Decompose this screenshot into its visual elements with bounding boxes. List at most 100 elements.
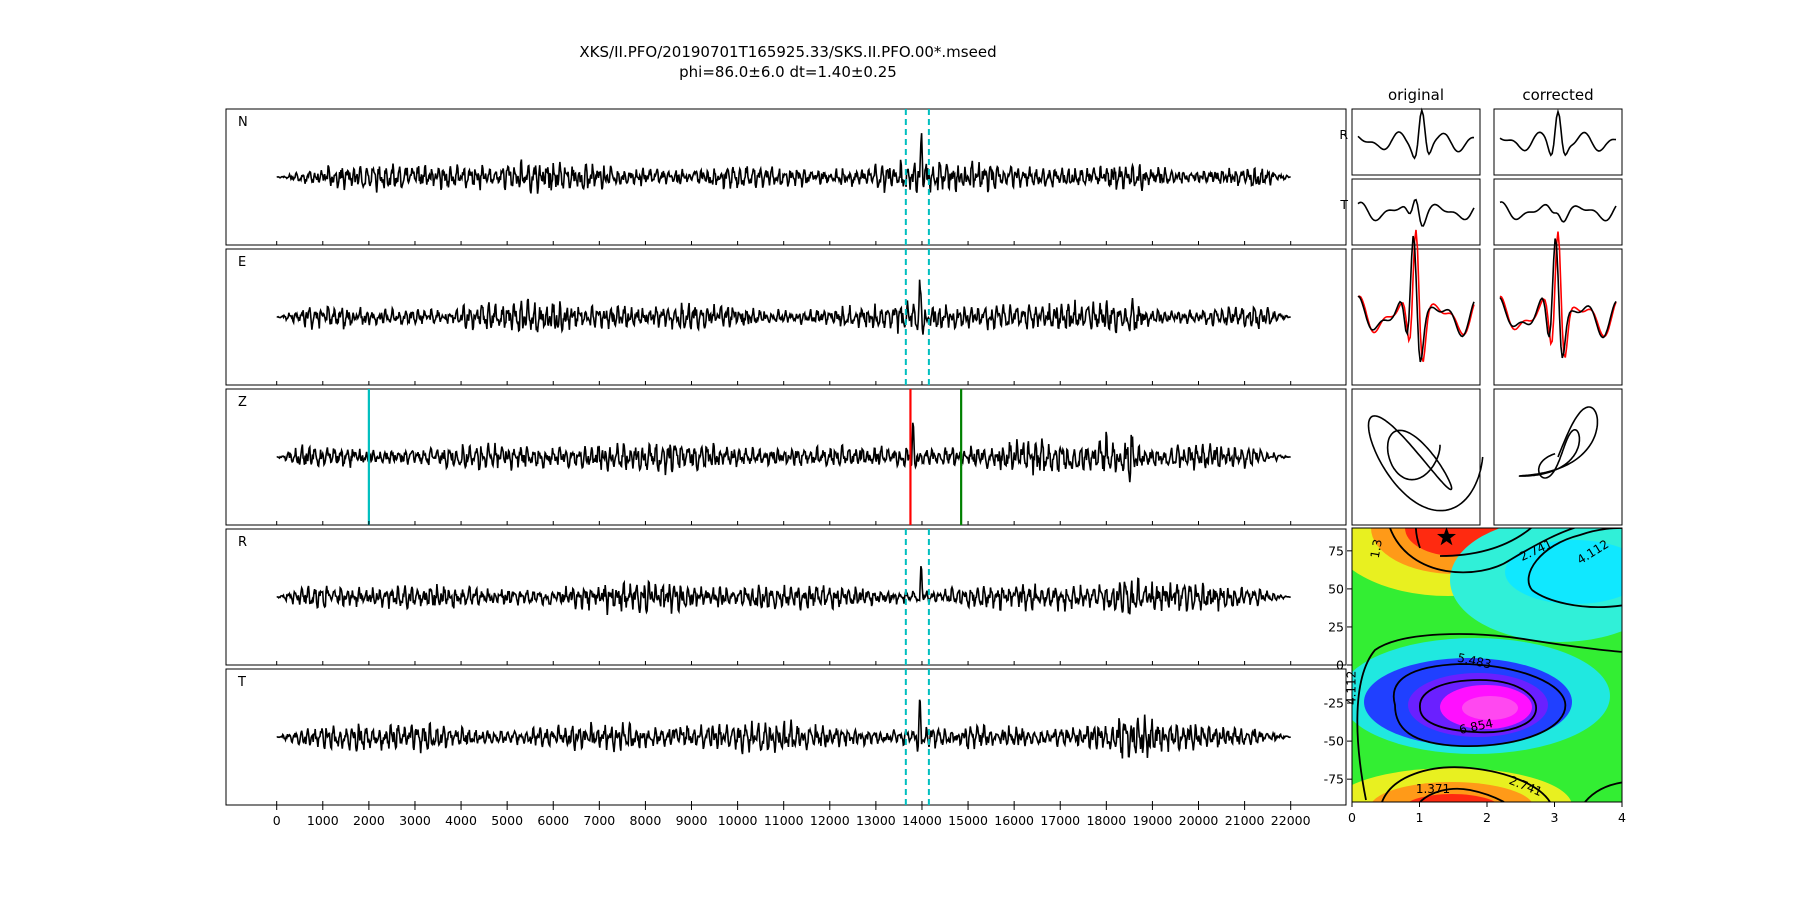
heat-y-tick-label: 50 xyxy=(1328,581,1344,596)
contour-line-8 xyxy=(1419,787,1505,802)
trace-channel-label: E xyxy=(238,255,246,270)
pm-panel xyxy=(1351,107,1481,176)
row-label: R xyxy=(1339,127,1348,142)
x-tick-label: 1000 xyxy=(307,813,339,828)
trace-channel-label: T xyxy=(237,675,246,690)
trace-panels: N E Z R T 0 1000 2000 3000 4000 5000 6000 7000 8000 90… xyxy=(225,108,1347,828)
contour-line-2 xyxy=(1389,528,1577,574)
waveform-r xyxy=(276,565,1291,616)
x-tick-label: 21000 xyxy=(1225,813,1265,828)
error-surface-axes: 0 1 2 3 4 75 50 25 0 -25 -50 -75 xyxy=(1324,543,1626,825)
x-tick-label: 3000 xyxy=(399,813,431,828)
contour-line-5 xyxy=(1392,663,1567,747)
error-surface-cyan-right-inner xyxy=(1505,540,1622,604)
error-surface-magenta-core xyxy=(1462,696,1518,720)
heat-y-tick-label: -75 xyxy=(1324,772,1344,787)
trace-channel-label: N xyxy=(238,115,248,130)
best-fit-star-icon xyxy=(1437,527,1456,546)
x-tick-label: 15000 xyxy=(948,813,988,828)
heat-y-tick-label: -25 xyxy=(1324,696,1344,711)
x-tick-label: 8000 xyxy=(630,813,662,828)
trace-channel-label: Z xyxy=(238,395,247,410)
contour-line-4 xyxy=(1356,633,1622,801)
contour-line-6 xyxy=(1419,679,1537,734)
heat-y-tick-label: 0 xyxy=(1336,658,1344,673)
contour-label: 1.3 xyxy=(1368,538,1385,559)
pm-frame xyxy=(1493,388,1623,526)
heat-x-tick-label: 2 xyxy=(1483,810,1491,825)
x-tick-label: 16000 xyxy=(994,813,1034,828)
waveform-t xyxy=(276,699,1291,759)
trace-panel-e: E xyxy=(225,248,1347,386)
pm-panel xyxy=(1493,231,1623,386)
trace-frame xyxy=(225,108,1347,246)
contour-label: 1.371 xyxy=(1416,782,1450,796)
trace-frame xyxy=(225,248,1347,386)
x-tick-label: 2000 xyxy=(353,813,385,828)
x-tick-label: 5000 xyxy=(491,813,523,828)
x-tick-label: 11000 xyxy=(764,813,804,828)
x-tick-label: 10000 xyxy=(718,813,758,828)
x-tick-label: 9000 xyxy=(676,813,708,828)
heat-x-tick-label: 0 xyxy=(1348,810,1356,825)
heat-x-tick-label: 4 xyxy=(1618,810,1626,825)
heat-y-tick-label: 25 xyxy=(1328,619,1344,634)
error-surface-yellow-bottom xyxy=(1352,768,1572,802)
trace-frame xyxy=(225,668,1347,806)
contour-line-9 xyxy=(1584,781,1622,802)
pm-panel xyxy=(1351,388,1484,526)
x-tick-label: 22000 xyxy=(1271,813,1311,828)
x-tick-label: 19000 xyxy=(1133,813,1173,828)
pm-panel xyxy=(1493,178,1623,246)
x-tick-label: 7000 xyxy=(583,813,615,828)
pm-frame xyxy=(1351,248,1481,386)
x-tick-label: 0 xyxy=(273,813,281,828)
contour-line-7 xyxy=(1381,766,1551,802)
row-label: T xyxy=(1339,197,1348,212)
waveform-z xyxy=(276,422,1291,483)
contour-label: 5.483 xyxy=(1456,651,1493,672)
pm-frame xyxy=(1493,248,1623,386)
x-tick-label: 4000 xyxy=(445,813,477,828)
contour-line-1 xyxy=(1415,528,1533,557)
heat-y-tick-label: 75 xyxy=(1328,543,1344,558)
pm-panel xyxy=(1493,108,1623,176)
pm-frame xyxy=(1351,178,1481,246)
contour-label: 4.112 xyxy=(1344,671,1358,705)
pm-frame xyxy=(1351,108,1481,176)
x-tick-label: 6000 xyxy=(537,813,569,828)
column-title-corrected: corrected xyxy=(1522,86,1593,104)
waveform-e xyxy=(276,279,1291,335)
trace-panel-z: Z xyxy=(225,388,1347,526)
pm-frame xyxy=(1493,178,1623,246)
x-tick-label: 17000 xyxy=(1040,813,1080,828)
pm-slow-trace xyxy=(1357,235,1475,363)
pm-panel xyxy=(1351,229,1481,386)
x-tick-label: 18000 xyxy=(1086,813,1126,828)
figure-subtitle: phi=86.0±6.0 dt=1.40±0.25 xyxy=(679,63,897,81)
trace-frame xyxy=(225,388,1347,526)
pm-transverse-trace xyxy=(1357,198,1475,227)
trace-frame xyxy=(225,528,1347,666)
pm-frame xyxy=(1493,108,1623,176)
pm-panel xyxy=(1351,178,1481,246)
x-tick-label: 13000 xyxy=(856,813,896,828)
trace-channel-label: R xyxy=(238,535,247,550)
column-title-original: original xyxy=(1388,86,1444,104)
x-tick-label: 20000 xyxy=(1179,813,1219,828)
particle-motion-trace xyxy=(1518,406,1599,479)
heat-x-tick-label: 3 xyxy=(1551,810,1559,825)
pm-panel xyxy=(1493,388,1623,526)
waveform-n xyxy=(276,133,1291,194)
heat-y-tick-label: -50 xyxy=(1324,734,1344,749)
pm-transverse-trace xyxy=(1499,201,1617,223)
x-tick-label: 14000 xyxy=(902,813,942,828)
pm-radial-trace xyxy=(1499,108,1617,157)
contour-label: 6.854 xyxy=(1458,716,1495,737)
pm-fast-trace xyxy=(1499,231,1617,358)
trace-panel-t: T xyxy=(225,668,1347,806)
x-tick-label: 12000 xyxy=(810,813,850,828)
heat-x-tick-label: 1 xyxy=(1416,810,1424,825)
